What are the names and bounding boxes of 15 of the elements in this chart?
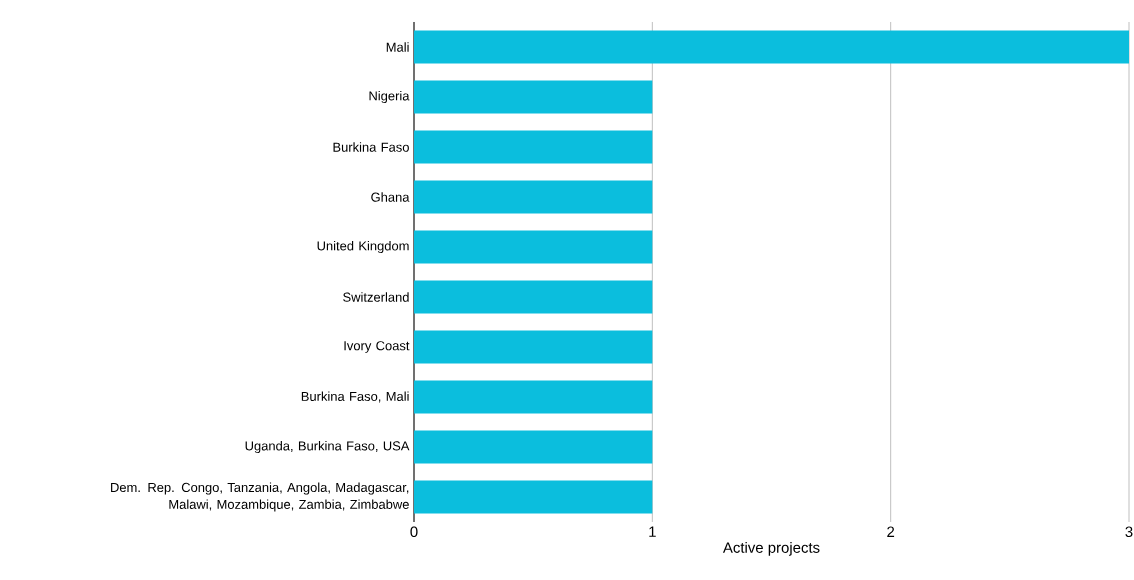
y-tick-label: Switzerland [343, 292, 409, 302]
y-tick-label: United Kingdom [317, 240, 409, 254]
y-tick-label: Ivory Coast [344, 341, 410, 353]
x-tick-label: 0 [410, 526, 418, 538]
y-tick-label: Mali [386, 42, 409, 52]
x-axis-title: Active projects [722, 541, 820, 556]
y-tick-label: Dem. Rep. Congo, Tanzania, Angola, Madagascar, Malawi, Mozambique, Zambia, Zimbabwe [111, 482, 409, 512]
x-tick-label: 2 [887, 526, 895, 537]
y-tick-label: Burkina Faso [333, 142, 409, 152]
y-tick-label: Burkina Faso, Mali [301, 391, 409, 403]
x-tick-label: 3 [1125, 526, 1133, 538]
x-tick-label: 1 [649, 526, 656, 537]
y-tick-label: Nigeria [369, 90, 410, 104]
y-tick-label: Uganda, Burkina Faso, USA [245, 440, 410, 454]
y-tick-label: Ghana [371, 192, 410, 202]
